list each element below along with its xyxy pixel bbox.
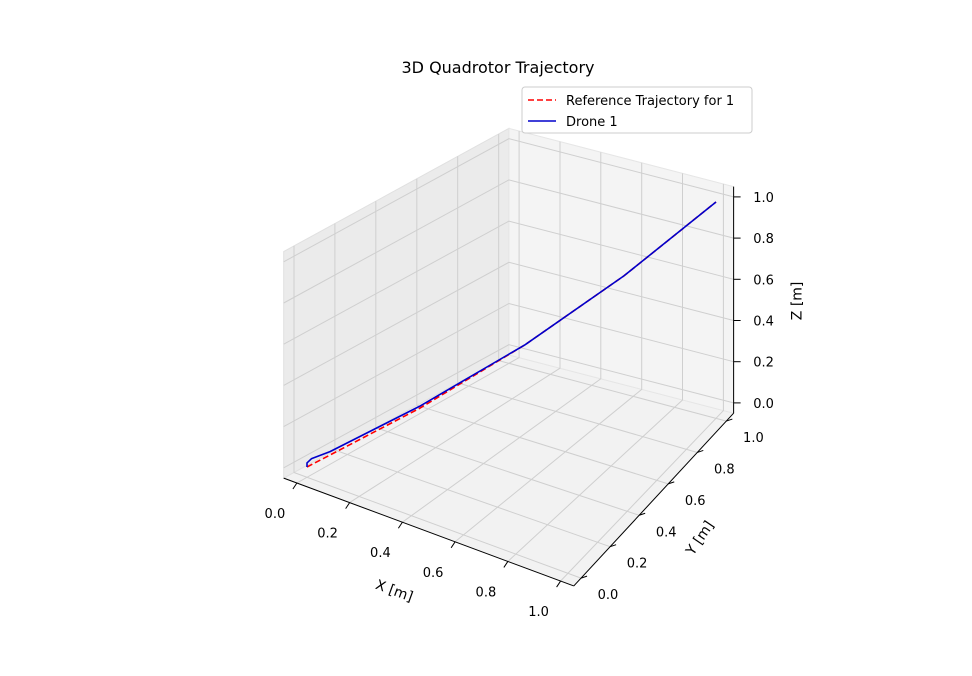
x-tick-label-4: 0.8 [476,585,497,600]
axes-ticks: 0.0 0.2 0.4 0.6 0.8 1.0 0.0 0.2 0.4 0.6 0.8 1.0 0.0 0… [265,191,774,620]
x-tick-label-3: 0.6 [423,566,444,581]
y-tick-3 [668,481,675,485]
x-tick-2 [397,521,403,529]
series-line-1 [306,201,717,467]
grid-line-y-3 [416,178,669,485]
x-axis-line [283,477,574,587]
grid-line-z-5 [283,138,734,263]
grid-line-z-2 [283,261,734,386]
legend-frame [521,86,753,134]
legend-label-reference: Reference Trajectory for 1 [566,94,734,109]
grid-line-y-0 [293,245,582,579]
z-tick-label-0: 0.0 [753,397,774,412]
x-tick-3 [450,541,456,549]
y-tick-0 [580,575,588,579]
y-tick-2 [639,512,646,516]
grid-line-y-1 [334,223,611,548]
legend: Reference Trajectory for 1 Drone 1 [521,86,753,134]
grid-line-y-4 [457,156,698,453]
x-tick-1 [345,502,351,509]
grid-line-x-1 [349,141,561,504]
chart-title: 3D Quadrotor Trajectory [401,58,594,77]
x-tick-label-2: 0.4 [370,546,391,561]
z-tick-label-5: 1.0 [753,191,774,206]
grid-line-x-4 [507,173,683,562]
y-tick-4 [697,449,704,453]
series-layer [306,201,717,468]
grid-line-x-0 [296,131,520,484]
grid-line-x-5 [560,183,724,582]
y-tick-label-2: 0.4 [656,525,677,540]
grid-line-z-4 [283,179,734,304]
grid-line-z-0 [283,344,734,469]
y-tick-5 [726,418,733,422]
z-tick-label-2: 0.4 [753,315,774,330]
y-tick-label-5: 1.0 [743,431,764,446]
x-tick-0 [292,482,298,490]
grid-line-z-3 [283,220,734,345]
x-tick-label-0: 0.0 [265,507,286,522]
y-tick-label-0: 0.0 [598,588,619,603]
z-tick-label-4: 0.8 [753,232,774,247]
grid-line-z-1 [283,302,734,428]
z-axis-label: Z [m] [790,282,806,321]
axes-panes [282,127,735,587]
y-axis-label: Y [m] [683,518,718,559]
legend-label-drone: Drone 1 [566,115,618,130]
y-tick-1 [609,544,617,548]
x-tick-5 [556,580,562,588]
z-tick-label-3: 0.6 [753,273,774,288]
y-tick-label-1: 0.2 [627,557,648,572]
axes-grid [283,131,734,582]
x-tick-4 [503,561,509,568]
x-axis-label: X [m] [373,577,415,605]
x-tick-label-5: 1.0 [528,605,549,620]
z-tick-label-1: 0.2 [753,356,774,371]
x-tick-label-1: 0.2 [317,527,338,542]
y-tick-label-3: 0.6 [685,494,706,509]
axes-lines [283,186,735,587]
y-axis-line [573,412,734,587]
grid-line-x-2 [402,152,602,523]
grid-line-x-3 [454,162,643,543]
y-tick-label-4: 0.8 [714,463,735,478]
